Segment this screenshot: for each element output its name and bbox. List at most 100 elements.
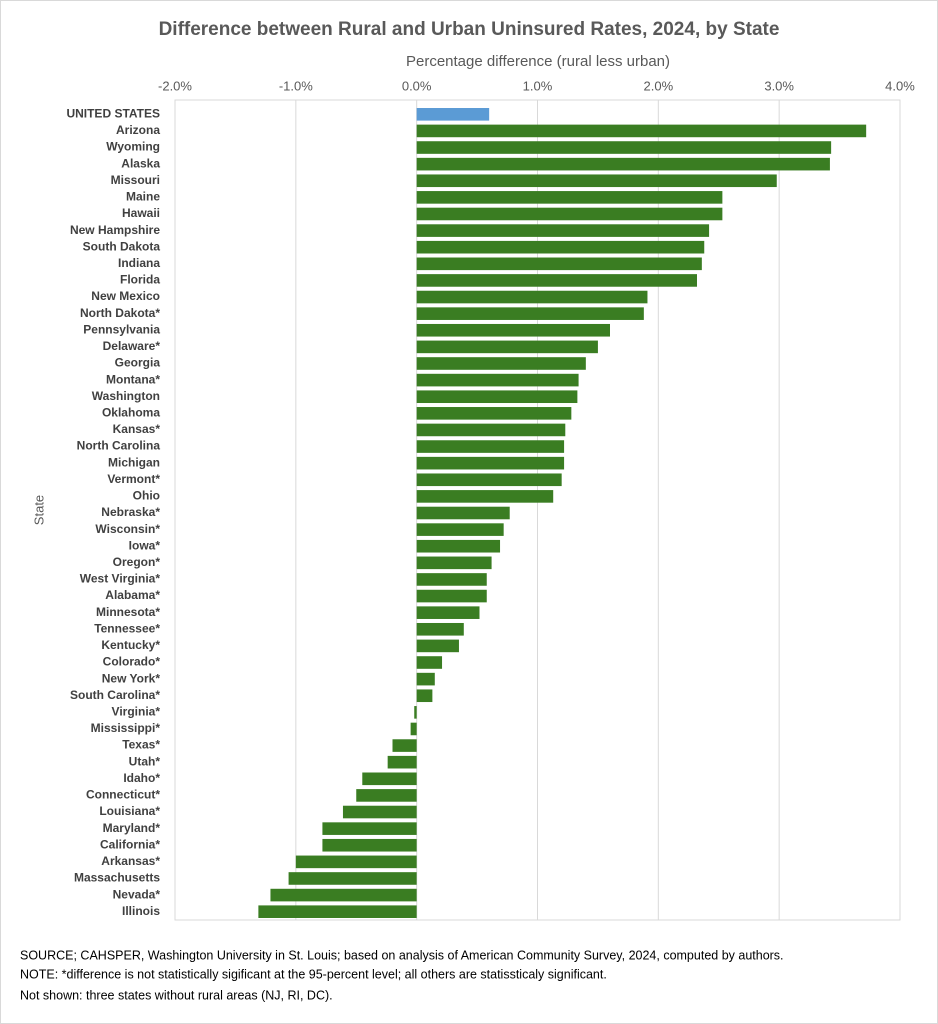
- note: SOURCE; CAHSPER, Washington University i…: [20, 948, 784, 962]
- y-tick-label: Texas*: [122, 738, 160, 752]
- bar: [416, 539, 501, 553]
- y-tick-label: Florida: [120, 273, 160, 287]
- y-tick-label: Wisconsin*: [95, 522, 160, 536]
- bar: [416, 622, 464, 636]
- bar: [322, 822, 417, 835]
- bar: [416, 407, 572, 420]
- bar: [416, 207, 723, 221]
- y-tick-label: Iowa*: [129, 538, 161, 552]
- x-tick-label: 1.0%: [523, 78, 553, 93]
- y-tick-label: UNITED STATES: [66, 106, 160, 120]
- y-tick-label: Montana*: [106, 372, 160, 386]
- y-tick-label: Colorado*: [103, 655, 161, 669]
- x-tick-label: 4.0%: [885, 78, 915, 93]
- bar: [416, 108, 490, 121]
- y-tick-label: Missouri: [111, 173, 160, 187]
- bar: [416, 290, 648, 304]
- bar: [416, 240, 705, 254]
- bar: [295, 855, 417, 869]
- y-tick-label: Oklahoma: [102, 405, 160, 419]
- bar: [416, 257, 702, 271]
- y-tick-label: Maryland*: [103, 821, 161, 835]
- bar: [416, 656, 443, 669]
- y-tick-label: Idaho*: [123, 771, 160, 785]
- bar: [356, 789, 417, 802]
- x-axis-title: Percentage difference (rural less urban): [406, 53, 670, 70]
- y-tick-label: Kentucky*: [101, 638, 160, 652]
- bar: [416, 473, 562, 487]
- bar: [362, 772, 417, 786]
- bar: [258, 905, 417, 918]
- chart-title: Difference between Rural and Urban Unins…: [159, 19, 780, 40]
- y-tick-label: Michigan: [108, 455, 160, 469]
- bar: [416, 141, 832, 154]
- bar: [416, 672, 435, 686]
- bar: [416, 506, 510, 520]
- y-tick-label: Alaska: [121, 156, 160, 170]
- bar: [416, 323, 610, 337]
- bar: [416, 423, 566, 437]
- y-tick-label: South Carolina*: [70, 688, 160, 702]
- y-tick-label: Arizona: [116, 123, 160, 137]
- y-tick-label: Minnesota*: [96, 605, 160, 619]
- y-tick-label: South Dakota: [83, 239, 161, 253]
- y-tick-label: Louisiana*: [99, 804, 160, 818]
- y-tick-label: Utah*: [129, 754, 161, 768]
- bar: [416, 490, 554, 503]
- y-tick-label: Georgia: [115, 356, 161, 370]
- y-tick-label: Ohio: [133, 489, 160, 503]
- bar: [416, 440, 565, 453]
- y-tick-label: Indiana: [118, 256, 160, 270]
- y-tick-label: Hawaii: [122, 206, 160, 220]
- bar: [416, 589, 487, 603]
- y-tick-label: Delaware*: [103, 339, 161, 353]
- bar: [416, 307, 644, 320]
- y-tick-label: Oregon*: [113, 555, 161, 569]
- y-tick-label: Tennessee*: [94, 621, 160, 635]
- bar: [288, 872, 417, 885]
- bar: [410, 722, 417, 736]
- y-tick-label: Washington: [92, 389, 160, 403]
- bar: [416, 573, 487, 586]
- y-tick-label: California*: [100, 837, 160, 851]
- bar: [416, 340, 598, 354]
- bar: [416, 124, 867, 138]
- bar: [416, 606, 480, 619]
- y-tick-label: Massachusetts: [74, 871, 160, 885]
- x-tick-label: -1.0%: [279, 78, 313, 93]
- y-tick-label: Nebraska*: [101, 505, 160, 519]
- y-tick-label: North Carolina: [77, 439, 161, 453]
- x-tick-label: 2.0%: [644, 78, 674, 93]
- x-tick-label: -2.0%: [158, 78, 192, 93]
- bar: [416, 390, 578, 404]
- bar: [387, 755, 417, 769]
- y-tick-label: North Dakota*: [80, 306, 160, 320]
- bar: [416, 157, 830, 171]
- bar: [416, 639, 459, 653]
- y-tick-label: West Virginia*: [80, 572, 161, 586]
- bar: [416, 689, 433, 703]
- note: NOTE: *difference is not statistically s…: [20, 967, 607, 981]
- y-tick-label: Virginia*: [112, 705, 161, 719]
- bar: [392, 739, 417, 752]
- bar: [416, 523, 504, 536]
- y-tick-label: Wyoming: [106, 140, 160, 154]
- x-tick-label: 0.0%: [402, 78, 432, 93]
- bar: [416, 191, 723, 204]
- y-tick-label: Maine: [126, 190, 160, 204]
- y-tick-label: Alabama*: [105, 588, 160, 602]
- note: Not shown: three states without rural ar…: [20, 988, 333, 1002]
- bar: [416, 224, 710, 237]
- y-tick-label: Vermont*: [107, 472, 160, 486]
- bar: [416, 357, 586, 370]
- bar: [416, 456, 565, 470]
- y-tick-label: New Hampshire: [70, 223, 160, 237]
- bar: [414, 706, 417, 719]
- bar: [416, 174, 777, 188]
- bar: [270, 888, 417, 902]
- y-tick-label: Kansas*: [113, 422, 161, 436]
- bar: [416, 274, 697, 287]
- y-tick-label: Connecticut*: [86, 788, 160, 802]
- y-axis-title: State: [31, 495, 46, 525]
